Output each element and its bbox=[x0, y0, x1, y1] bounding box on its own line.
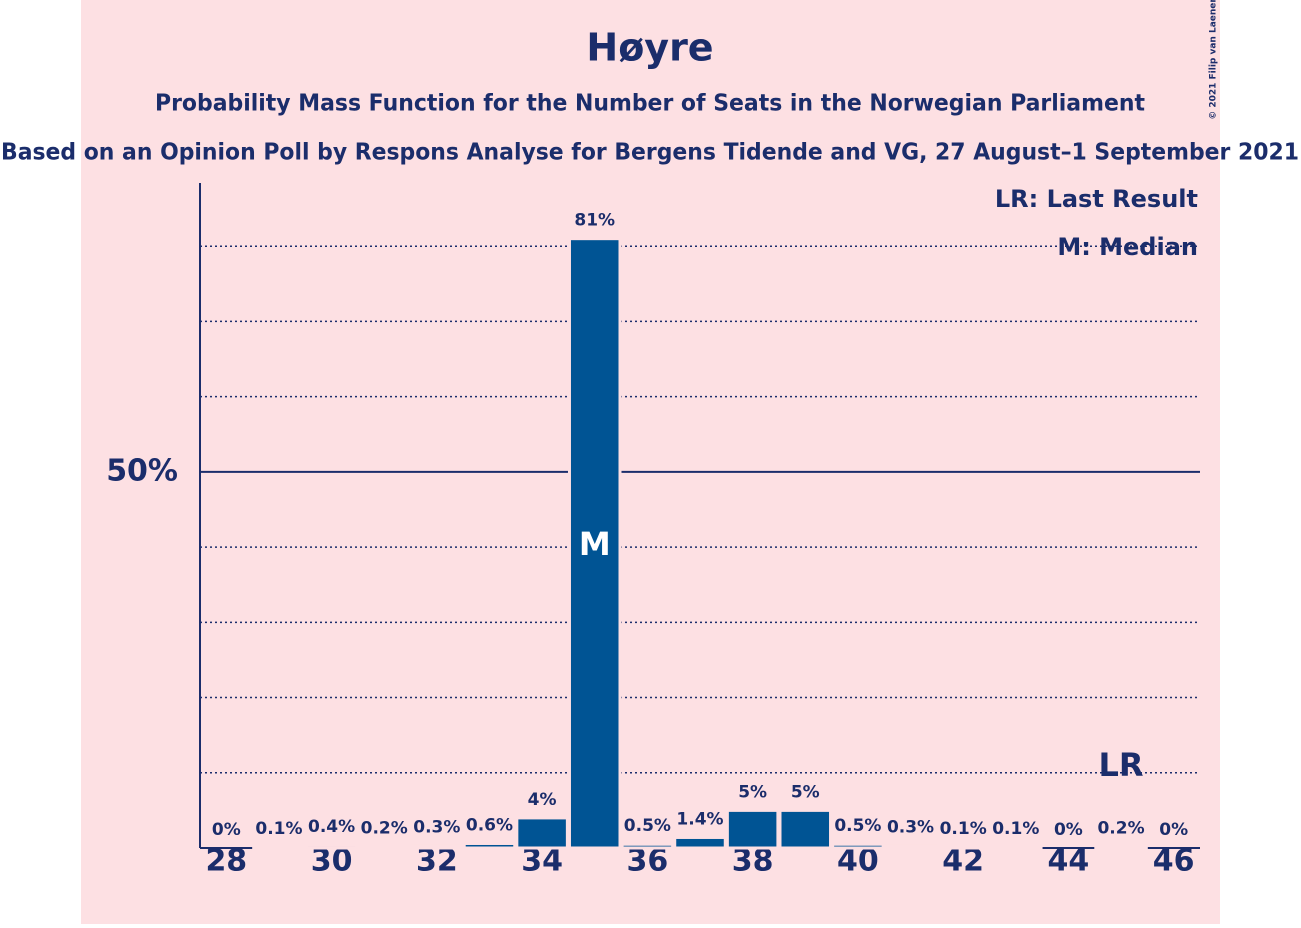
x-tick-label: 46 bbox=[1153, 844, 1195, 879]
x-tick-label: 44 bbox=[1048, 844, 1090, 879]
bar bbox=[831, 842, 885, 850]
subtitle: Probability Mass Function for the Number… bbox=[155, 91, 1145, 117]
data-label: 0.2% bbox=[361, 818, 408, 838]
bar bbox=[567, 237, 622, 850]
data-label: 0.3% bbox=[413, 818, 460, 838]
data-label: 0.5% bbox=[834, 816, 881, 836]
data-label: 0.5% bbox=[624, 816, 671, 836]
data-label: 4% bbox=[528, 790, 557, 810]
bar bbox=[462, 841, 517, 850]
bar bbox=[673, 835, 727, 850]
bar bbox=[883, 844, 938, 850]
copyright: © 2021 Filip van Laenen bbox=[1209, 0, 1219, 120]
data-label: 1.4% bbox=[676, 809, 723, 829]
data-label: 5% bbox=[738, 782, 767, 802]
data-label: 0.3% bbox=[887, 818, 934, 838]
background bbox=[81, 0, 1220, 924]
bar bbox=[725, 808, 780, 850]
data-label: 0.4% bbox=[308, 817, 355, 837]
legend-entry: M: Median bbox=[1057, 233, 1198, 261]
x-tick-label: 28 bbox=[205, 844, 247, 879]
data-label: 0.6% bbox=[466, 815, 513, 835]
subtitle: Based on an Opinion Poll by Respons Anal… bbox=[1, 140, 1299, 166]
data-label: 0.1% bbox=[255, 819, 302, 839]
legend-entry: LR: Last Result bbox=[995, 185, 1198, 213]
data-label: 0.1% bbox=[992, 819, 1039, 839]
data-label: 0.1% bbox=[940, 819, 987, 839]
bar bbox=[620, 842, 675, 850]
data-label: 81% bbox=[574, 211, 615, 231]
bar bbox=[989, 845, 1043, 850]
annotation: M bbox=[579, 525, 611, 563]
bar bbox=[936, 845, 990, 850]
bar bbox=[778, 808, 833, 850]
data-label: 5% bbox=[791, 782, 820, 802]
bar bbox=[1094, 844, 1148, 850]
y-tick-label: 50% bbox=[106, 453, 178, 488]
chart-title: Høyre bbox=[586, 26, 713, 70]
bar bbox=[410, 844, 464, 850]
data-label: 0% bbox=[212, 820, 241, 840]
bar bbox=[304, 843, 359, 850]
data-label: 0% bbox=[1159, 820, 1188, 840]
data-label: 0% bbox=[1054, 820, 1083, 840]
data-label: 0.2% bbox=[1097, 818, 1144, 838]
bar bbox=[515, 816, 569, 850]
bar bbox=[252, 845, 306, 850]
annotation: LR bbox=[1099, 746, 1144, 784]
bar bbox=[357, 844, 411, 850]
